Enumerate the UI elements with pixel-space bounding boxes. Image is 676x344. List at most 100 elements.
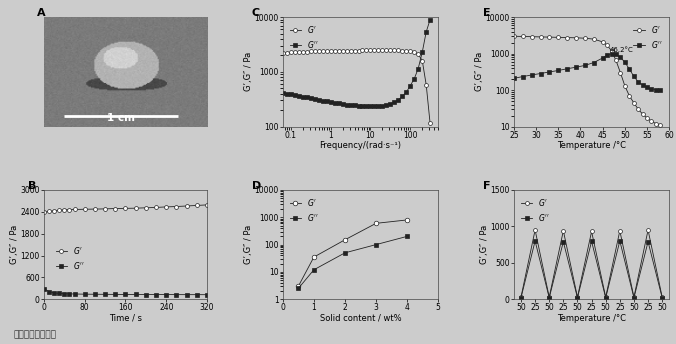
$G'$ [639, 112, 647, 116]
$G''$ [410, 77, 418, 81]
Text: B: B [28, 181, 36, 191]
X-axis label: Frequency/(rad·s⁻¹): Frequency/(rad·s⁻¹) [320, 141, 402, 150]
$G''$ [45, 290, 53, 294]
$G''$ [91, 292, 99, 296]
$G'$ [621, 84, 629, 88]
$G''$ [559, 240, 567, 244]
$G''$ [354, 104, 362, 108]
$G''$ [648, 87, 656, 91]
X-axis label: Temperature /°C: Temperature /°C [557, 141, 626, 150]
$G'$ [339, 49, 347, 53]
$G''$ [573, 296, 581, 300]
$G''$ [402, 90, 410, 94]
Text: 46.2°C: 46.2°C [609, 47, 633, 53]
$G'$ [335, 49, 343, 53]
$G'$ [572, 36, 580, 40]
Line: $G''$: $G''$ [512, 52, 662, 92]
$G'$ [343, 49, 351, 53]
$G'$ [510, 34, 518, 38]
$G''$ [101, 292, 109, 297]
$G'$ [50, 209, 58, 213]
$G''$ [358, 104, 366, 108]
$G''$ [656, 88, 665, 92]
$G'$ [625, 94, 633, 98]
$G'$ [307, 50, 315, 54]
$G'$ [294, 284, 302, 288]
$G''$ [386, 101, 394, 106]
$G'$ [581, 36, 589, 40]
$G'$ [372, 221, 380, 225]
$G''$ [612, 52, 620, 56]
$G''$ [341, 251, 349, 255]
$G''$ [322, 99, 331, 104]
Text: A: A [37, 9, 46, 19]
$G'$ [545, 295, 553, 299]
$G''$ [414, 66, 422, 71]
$G''$ [625, 67, 633, 71]
$G''$ [172, 292, 180, 297]
$G''$ [343, 103, 351, 107]
$G'$ [80, 207, 89, 211]
$G''$ [183, 293, 191, 297]
$G'$ [652, 121, 660, 126]
$G''$ [70, 292, 78, 296]
$G'$ [386, 48, 394, 52]
$G''$ [398, 94, 406, 98]
$G''$ [318, 99, 327, 103]
$G''$ [658, 296, 667, 300]
$G''$ [50, 291, 58, 295]
$G''$ [581, 63, 589, 67]
$G'$ [311, 49, 319, 53]
$G'$ [398, 49, 406, 53]
$G''$ [370, 104, 379, 108]
$G''$ [589, 61, 598, 65]
$G''$ [152, 292, 160, 297]
$G'$ [203, 203, 211, 207]
Line: $G''$: $G''$ [42, 287, 209, 297]
$G'$ [617, 71, 625, 75]
$G''$ [644, 240, 652, 244]
$G'$ [517, 295, 525, 299]
$G'$ [426, 121, 434, 125]
$G''$ [112, 292, 120, 297]
$G''$ [587, 239, 596, 244]
$G''$ [295, 94, 303, 98]
$G''$ [572, 65, 580, 69]
$G'$ [370, 49, 379, 53]
Y-axis label: G’,G″ / Pa: G’,G″ / Pa [480, 225, 489, 264]
$G''$ [602, 296, 610, 300]
$G'$ [283, 51, 291, 55]
$G''$ [394, 98, 402, 102]
$G'$ [122, 206, 130, 211]
$G'$ [101, 207, 109, 211]
$G''$ [403, 234, 411, 238]
$G'$ [379, 48, 387, 52]
$G'$ [528, 35, 536, 39]
$G'$ [394, 49, 402, 53]
$G'$ [554, 35, 562, 40]
Legend: $G'$, $G''$: $G'$, $G''$ [287, 21, 322, 53]
$G'$ [603, 43, 611, 47]
$G''$ [621, 60, 629, 64]
Text: 水凝胶流变学测试: 水凝胶流变学测试 [14, 330, 57, 339]
$G''$ [634, 80, 642, 84]
$G''$ [314, 98, 322, 102]
X-axis label: Temperature /°C: Temperature /°C [557, 314, 626, 323]
$G''$ [531, 239, 539, 243]
$G''$ [616, 239, 624, 243]
$G'$ [193, 203, 201, 207]
$G'$ [537, 35, 545, 39]
$G''$ [366, 104, 375, 108]
X-axis label: Time / s: Time / s [109, 314, 142, 323]
$G'$ [402, 49, 410, 53]
$G'$ [599, 40, 607, 44]
Legend: $G'$, $G''$: $G'$, $G''$ [518, 194, 553, 226]
$G''$ [287, 92, 295, 96]
$G'$ [322, 49, 331, 53]
$G'$ [383, 48, 391, 52]
$G'$ [354, 49, 362, 53]
$G'$ [55, 208, 64, 212]
$G''$ [379, 104, 387, 108]
$G'$ [418, 58, 427, 63]
Legend: $G'$, $G''$: $G'$, $G''$ [287, 194, 322, 226]
